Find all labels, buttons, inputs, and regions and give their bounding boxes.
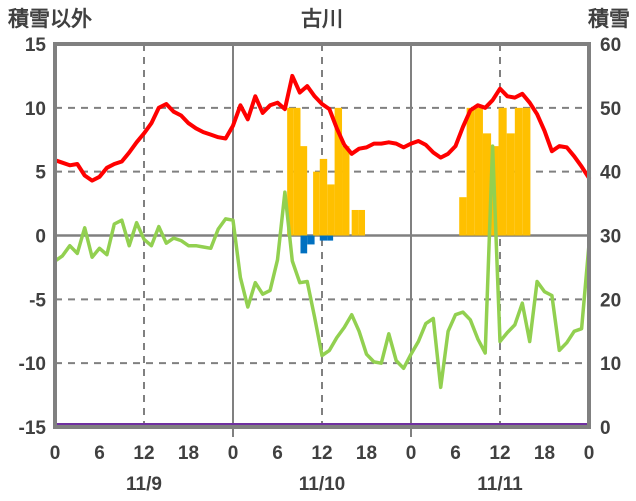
right-tick-label: 30: [600, 227, 621, 248]
x-tick-label: 12: [133, 443, 154, 464]
x-tick-label: 18: [178, 443, 199, 464]
x-tick-label: 0: [50, 443, 61, 464]
green-line: [53, 144, 591, 390]
date-label: 11/10: [299, 474, 346, 495]
orange-bar: [293, 107, 301, 236]
orange-bar: [358, 209, 366, 236]
right-tick-label: 60: [600, 35, 621, 56]
orange-bar: [327, 184, 335, 236]
orange-bar: [498, 107, 507, 236]
right-axis-title: 積雪: [588, 8, 630, 31]
left-tick-label: 15: [25, 35, 47, 56]
right-tick-label: 40: [600, 163, 621, 184]
plot-border: [53, 42, 591, 429]
chart-title: 古川: [301, 8, 343, 31]
orange-bar: [287, 107, 294, 236]
date-label: 11/9: [126, 474, 162, 495]
x-tick-label: 0: [406, 443, 417, 464]
left-axis-title: 積雪以外: [8, 8, 92, 31]
x-tick-label: 18: [534, 443, 555, 464]
left-tick-label: -5: [29, 290, 46, 311]
orange-bar: [474, 107, 483, 236]
x-tick-label: 0: [584, 443, 595, 464]
left-tick-label: -10: [19, 354, 46, 375]
orange-bar: [514, 107, 523, 236]
left-tick-label: 0: [35, 227, 46, 248]
orange-bar: [466, 107, 475, 236]
date-label: 11/11: [477, 474, 523, 495]
blue-bar: [300, 235, 308, 254]
orange-bar: [506, 133, 515, 236]
left-tick-label: 10: [25, 99, 46, 120]
left-tick-label: 5: [35, 163, 46, 184]
x-tick-label: 0: [228, 443, 239, 464]
red-line: [53, 73, 591, 183]
orange-bar: [334, 107, 343, 236]
orange-bar: [482, 133, 492, 236]
right-tick-label: 0: [600, 418, 611, 439]
right-tick-label: 50: [600, 99, 621, 120]
orange-bar: [342, 146, 350, 236]
orange-bar: [319, 158, 328, 236]
right-tick-label: 20: [600, 290, 621, 311]
x-tick-label: 12: [489, 443, 510, 464]
orange-bar: [459, 197, 467, 236]
x-tick-label: 18: [356, 443, 377, 464]
left-tick-label: -15: [19, 418, 47, 439]
orange-bar: [522, 107, 531, 236]
x-tick-label: 6: [450, 443, 461, 464]
orange-bar: [351, 209, 359, 236]
orange-bar: [313, 171, 320, 236]
right-tick-label: 10: [600, 354, 621, 375]
blue-bar: [327, 235, 334, 241]
x-tick-label: 6: [94, 443, 105, 464]
blue-bar: [307, 235, 315, 245]
x-tick-label: 6: [272, 443, 283, 464]
orange-bar: [300, 146, 308, 236]
blue-bar: [319, 235, 328, 241]
x-tick-label: 12: [311, 443, 332, 464]
